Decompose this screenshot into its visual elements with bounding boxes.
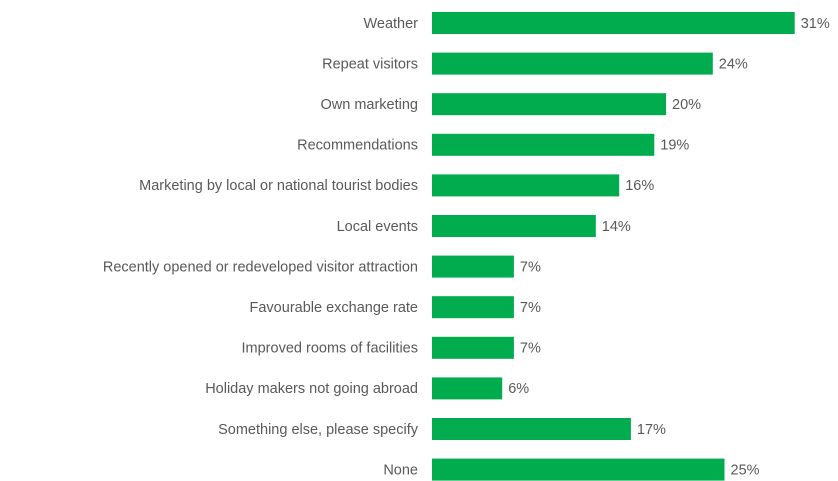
bar bbox=[432, 458, 725, 481]
data-label: 20% bbox=[672, 97, 701, 113]
category-label: Repeat visitors bbox=[322, 56, 418, 72]
category-label: Weather bbox=[363, 16, 418, 32]
data-label: 14% bbox=[602, 219, 631, 235]
bar bbox=[432, 93, 666, 116]
category-label: Local events bbox=[337, 219, 418, 235]
data-label: 19% bbox=[660, 138, 689, 154]
data-label: 7% bbox=[520, 300, 541, 316]
category-label: Holiday makers not going abroad bbox=[205, 381, 418, 397]
bar bbox=[432, 174, 620, 197]
category-label: Marketing by local or national tourist b… bbox=[139, 178, 418, 194]
category-label: Recommendations bbox=[297, 138, 418, 154]
category-label: None bbox=[383, 462, 418, 478]
bar bbox=[432, 52, 713, 75]
bar bbox=[432, 418, 631, 440]
bar bbox=[432, 336, 514, 359]
bar bbox=[432, 255, 514, 278]
bar bbox=[432, 215, 596, 237]
category-label: Something else, please specify bbox=[218, 422, 419, 438]
data-label: 25% bbox=[731, 462, 760, 478]
data-label: 16% bbox=[625, 178, 654, 194]
data-label: 31% bbox=[801, 16, 830, 32]
category-label: Recently opened or redeveloped visitor a… bbox=[103, 259, 418, 275]
bar bbox=[432, 296, 514, 319]
data-label: 6% bbox=[508, 381, 529, 397]
category-label: Own marketing bbox=[320, 97, 418, 113]
data-label: 7% bbox=[520, 259, 541, 275]
data-label: 7% bbox=[520, 341, 541, 357]
bar bbox=[432, 12, 795, 34]
bar bbox=[432, 133, 655, 156]
data-label: 24% bbox=[719, 56, 748, 72]
bar bbox=[432, 377, 503, 400]
category-label: Favourable exchange rate bbox=[250, 300, 418, 316]
category-label: Improved rooms of facilities bbox=[242, 341, 418, 357]
data-label: 17% bbox=[637, 422, 666, 438]
